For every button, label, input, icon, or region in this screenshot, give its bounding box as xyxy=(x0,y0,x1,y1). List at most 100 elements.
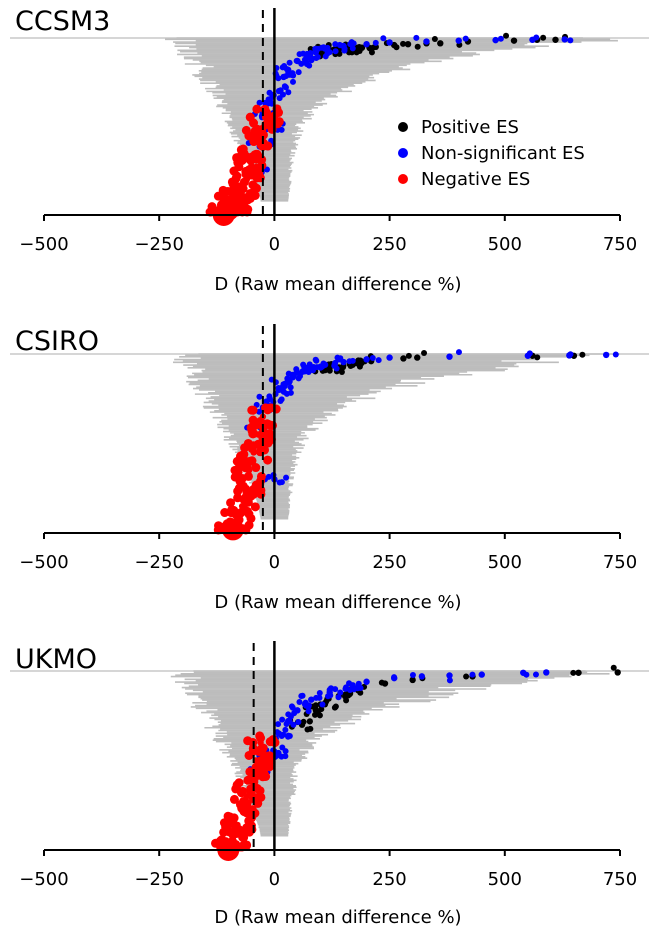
data-point xyxy=(243,775,253,785)
data-point xyxy=(497,35,504,42)
data-point xyxy=(213,191,223,201)
data-point xyxy=(287,384,294,391)
data-point xyxy=(349,45,356,52)
data-point xyxy=(526,350,533,357)
data-point xyxy=(249,429,259,439)
x-tick-label: 0 xyxy=(269,869,280,890)
legend-marker xyxy=(398,122,408,132)
data-point xyxy=(239,832,249,842)
data-point xyxy=(368,49,375,56)
data-point xyxy=(326,367,333,374)
data-point xyxy=(567,351,574,358)
data-point xyxy=(350,40,357,47)
data-point xyxy=(237,801,247,811)
data-point xyxy=(532,671,539,678)
data-point xyxy=(289,78,296,85)
data-point xyxy=(277,385,284,392)
data-point xyxy=(301,701,308,708)
data-point xyxy=(312,703,319,710)
panel-title: CSIRO xyxy=(15,326,99,357)
data-point xyxy=(256,99,263,106)
legend-label: Non-significant ES xyxy=(421,143,585,164)
data-point xyxy=(478,671,485,678)
data-point xyxy=(369,354,376,361)
data-point xyxy=(255,786,265,796)
legend-marker xyxy=(398,148,408,158)
data-point xyxy=(320,44,327,51)
data-point xyxy=(238,184,248,194)
data-point xyxy=(247,405,257,415)
data-point xyxy=(455,349,462,356)
legend-label: Negative ES xyxy=(421,169,530,190)
data-point xyxy=(280,731,287,738)
data-point xyxy=(503,32,510,39)
data-point xyxy=(317,364,324,371)
data-point xyxy=(301,56,308,63)
data-point xyxy=(236,787,246,797)
data-point xyxy=(332,41,339,48)
data-point xyxy=(341,47,348,54)
data-point xyxy=(308,696,315,703)
data-point xyxy=(414,43,421,50)
data-point xyxy=(220,508,230,518)
x-tick-label: 0 xyxy=(269,234,280,255)
data-point xyxy=(263,455,273,465)
data-point xyxy=(258,141,268,151)
data-point xyxy=(378,679,385,686)
data-point xyxy=(241,125,251,135)
data-point xyxy=(312,47,319,54)
data-point xyxy=(404,40,412,48)
data-point xyxy=(275,749,282,756)
ci-bars xyxy=(10,353,649,520)
data-point xyxy=(307,725,314,732)
x-axis-label: D (Raw mean difference %) xyxy=(214,592,461,613)
data-point xyxy=(250,502,260,512)
data-point xyxy=(346,686,353,693)
data-point xyxy=(492,36,499,44)
data-point xyxy=(540,34,547,41)
data-point xyxy=(614,669,621,676)
data-point xyxy=(543,669,550,676)
data-point xyxy=(462,35,469,42)
panel-title: UKMO xyxy=(15,644,97,675)
data-point xyxy=(355,683,362,690)
data-point xyxy=(326,686,333,693)
data-point xyxy=(523,671,530,678)
data-point xyxy=(241,166,251,176)
x-axis-label: D (Raw mean difference %) xyxy=(214,274,461,295)
data-point xyxy=(262,753,272,763)
x-tick-label: 500 xyxy=(488,869,522,890)
data-point xyxy=(228,829,238,839)
data-point xyxy=(279,744,286,751)
data-point xyxy=(240,443,250,453)
data-point xyxy=(252,104,262,114)
data-point xyxy=(244,750,254,760)
data-point xyxy=(455,37,462,44)
data-point xyxy=(316,690,323,697)
data-point xyxy=(232,456,242,466)
data-point xyxy=(279,716,286,723)
data-point xyxy=(286,733,293,740)
data-point xyxy=(293,57,300,64)
data-point xyxy=(214,521,224,531)
data-point xyxy=(570,669,577,676)
data-point xyxy=(349,357,356,364)
ci-bars xyxy=(10,37,649,202)
data-point xyxy=(242,808,252,818)
data-point xyxy=(336,356,343,363)
data-point xyxy=(243,736,253,746)
data-point xyxy=(400,355,407,362)
data-point xyxy=(286,59,293,66)
data-point xyxy=(281,63,288,70)
data-point xyxy=(291,710,298,717)
data-point xyxy=(305,368,312,375)
data-point xyxy=(469,671,476,678)
data-point xyxy=(335,694,342,701)
panel-title: CCSM3 xyxy=(15,6,110,37)
data-point xyxy=(552,36,559,43)
data-point xyxy=(275,721,282,728)
data-point xyxy=(263,405,273,415)
data-point xyxy=(234,463,244,473)
series-negative xyxy=(211,731,280,861)
